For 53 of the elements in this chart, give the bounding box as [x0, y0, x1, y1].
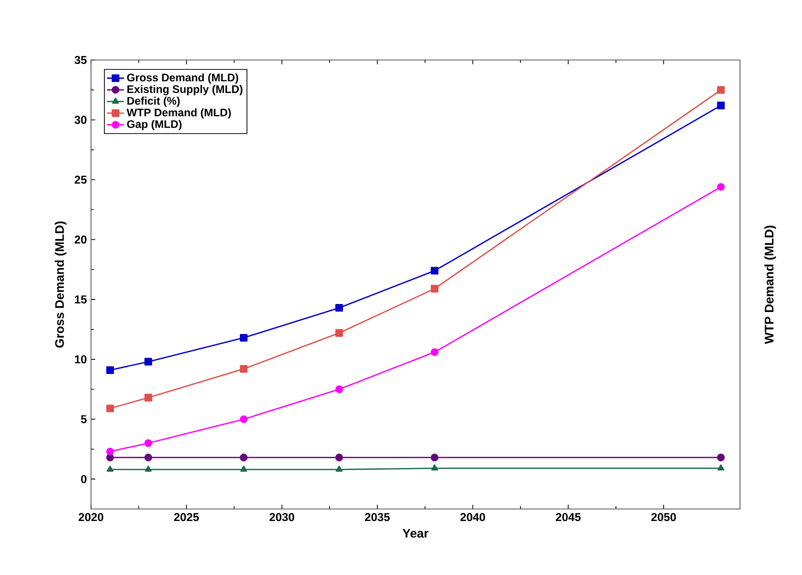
- y-tick-label: 25: [74, 176, 87, 184]
- point: [144, 358, 152, 366]
- y-tick-label: 10: [74, 355, 87, 364]
- y-tick-label: 15: [74, 295, 87, 304]
- x-axis-title: Year: [402, 528, 428, 538]
- legend-label: Gross Demand (MLD): [127, 73, 238, 84]
- point: [335, 385, 343, 394]
- point: [240, 334, 248, 342]
- y-axis-title: Gross Demand (MLD): [54, 221, 66, 348]
- legend-label: Gap (MLD): [127, 120, 182, 130]
- x-tick-label: 2035: [364, 513, 390, 522]
- point: [717, 102, 725, 110]
- legend-label: Existing Supply (MLD): [127, 85, 242, 96]
- y2-axis-title: WTP Demand (MLD): [764, 226, 776, 344]
- point: [430, 266, 438, 275]
- point: [430, 284, 438, 293]
- x-tick-label: 2050: [651, 513, 676, 522]
- point: [430, 348, 438, 356]
- point: [144, 439, 152, 447]
- point: [106, 448, 114, 456]
- point: [335, 454, 343, 462]
- point: [106, 366, 114, 374]
- legend-label: WTP Demand (MLD): [126, 108, 231, 119]
- point: [240, 454, 248, 462]
- point: [336, 466, 343, 472]
- point: [144, 466, 152, 472]
- y-tick-label: 35: [74, 56, 87, 64]
- y-tick-label: 5: [80, 415, 87, 424]
- point: [431, 464, 438, 471]
- x-tick-label: 2045: [556, 513, 581, 522]
- point: [717, 86, 725, 94]
- point: [144, 394, 152, 402]
- y-tick-label: 20: [74, 236, 87, 244]
- y-tick-label: 30: [74, 116, 87, 124]
- y-tick-label: 0: [81, 475, 87, 484]
- x-tick-label: 2025: [174, 513, 199, 522]
- point: [718, 464, 724, 471]
- point: [106, 404, 114, 412]
- legend-label: Deficit (%): [127, 96, 180, 107]
- point: [144, 454, 152, 462]
- point: [240, 415, 248, 424]
- point: [240, 365, 248, 373]
- point: [717, 454, 725, 462]
- point: [717, 183, 725, 191]
- x-tick-label: 2030: [270, 513, 294, 522]
- point: [106, 454, 114, 462]
- point: [430, 454, 438, 462]
- x-tick-label: 2020: [78, 513, 104, 522]
- point: [335, 329, 343, 337]
- x-tick-label: 2040: [460, 513, 486, 522]
- point: [240, 466, 248, 472]
- point: [335, 304, 343, 312]
- point: [106, 466, 114, 472]
